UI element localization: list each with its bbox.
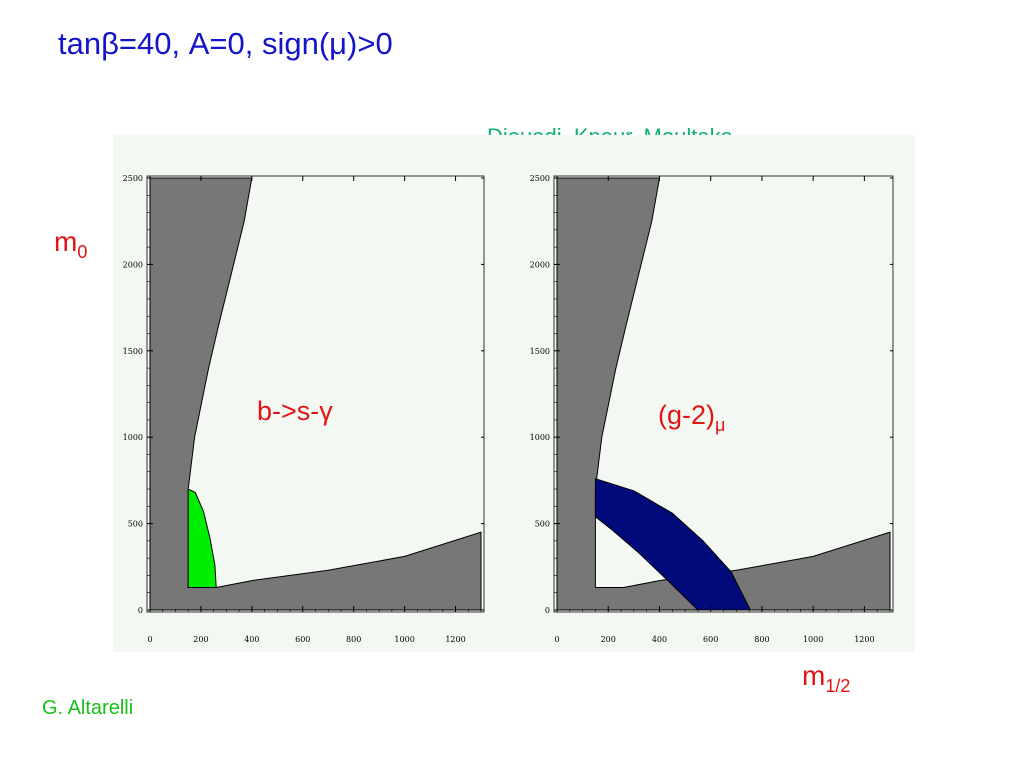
annotation-bsgamma: b->s-γ: [257, 396, 333, 426]
y-tick-label: 2500: [123, 174, 143, 183]
x-tick-label: 600: [703, 635, 718, 644]
x-tick-label: 200: [193, 635, 208, 644]
x-tick-label: 1000: [803, 635, 823, 644]
y-tick-label: 2500: [530, 174, 550, 183]
y-tick-label: 1500: [530, 347, 550, 356]
y-tick-label: 2000: [530, 260, 550, 269]
annotation-g2-sub: μ: [715, 415, 726, 435]
y-axis-label-sub: 0: [77, 242, 88, 262]
y-tick-label: 1500: [123, 347, 143, 356]
y-tick-label: 2000: [123, 260, 143, 269]
y-tick-label: 0: [545, 606, 550, 615]
region-bsgamma-green: [187, 488, 217, 588]
y-tick-label: 1000: [123, 433, 143, 442]
plot-left-bsgamma: 0 500 1000 1500 2000 2500 0 200 400 600 800 1000 120…: [123, 174, 485, 644]
x-tick-label: 1000: [394, 635, 414, 644]
slide-title: tanβ=40, A=0, sign(μ)>0: [58, 26, 393, 61]
x-axis-label-main: m: [802, 660, 826, 691]
x-tick-label: 0: [554, 635, 559, 644]
x-axis-label-m12: m1/2: [802, 660, 850, 697]
x-tick-label: 0: [147, 635, 152, 644]
x-tick-label: 600: [295, 635, 310, 644]
x-tick-label: 400: [244, 635, 259, 644]
x-tick-label: 400: [652, 635, 667, 644]
x-tick-label: 1200: [854, 635, 874, 644]
y-tick-label: 1000: [530, 433, 550, 442]
y-tick-label: 500: [535, 520, 550, 529]
x-tick-label: 800: [754, 635, 769, 644]
y-tick-label: 500: [128, 520, 143, 529]
x-axis-label-sub: 1/2: [825, 676, 851, 696]
y-axis-label-main: m: [54, 226, 78, 257]
region-g2-blue-band: [594, 478, 752, 611]
x-tick-label: 200: [601, 635, 616, 644]
annotation-g2-main: (g-2): [658, 400, 716, 430]
y-axis-label-m0: m0: [54, 226, 87, 263]
annotation-g2: (g-2)μ: [658, 400, 725, 436]
x-tick-label: 1200: [445, 635, 465, 644]
x-tick-label: 800: [346, 635, 361, 644]
y-tick-label: 0: [138, 606, 143, 615]
credit-bottom: G. Altarelli: [42, 697, 134, 719]
plot-right-g2: 0 500 1000 1500 2000 2500 0 200 400 600 800 1000 120…: [530, 174, 894, 644]
